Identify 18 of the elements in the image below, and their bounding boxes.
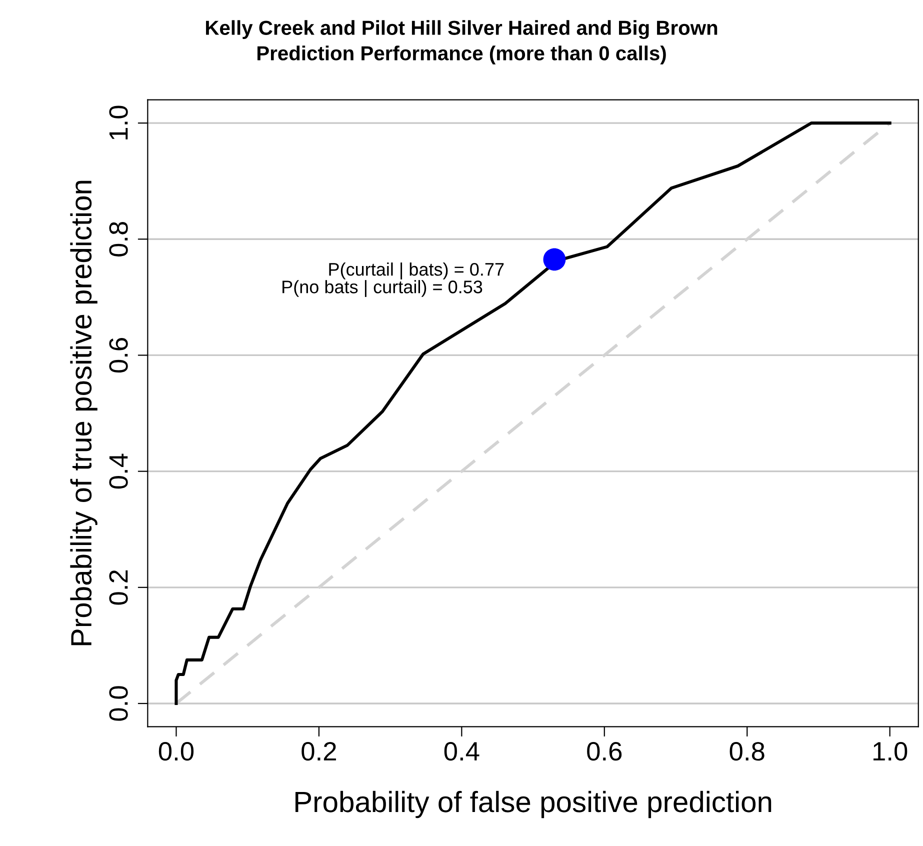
annotation: P(no bats | curtail) = 0.53 bbox=[282, 280, 482, 297]
x-axis-title: Probability of false positive prediction bbox=[295, 790, 772, 818]
x-tick-label: 0.4 bbox=[444, 742, 480, 761]
x-tick-label: 0.2 bbox=[302, 742, 336, 761]
chart-title: Kelly Creek and Pilot Hill Silver Haired and Big Brown bbox=[206, 20, 718, 40]
y-tick-label: 0.2 bbox=[109, 570, 128, 605]
x-tick-label: 0.0 bbox=[158, 742, 194, 761]
y-axis-title: Probability of true positive prediction bbox=[70, 180, 98, 646]
annotation: P(curtail | bats) = 0.77 bbox=[329, 262, 504, 280]
y-tick-label: 0.6 bbox=[109, 338, 128, 373]
x-tick-label: 0.8 bbox=[730, 742, 764, 761]
y-tick-label: 0.8 bbox=[109, 222, 128, 256]
x-tick-label: 1.0 bbox=[874, 742, 908, 761]
y-tick-label: 0.4 bbox=[109, 454, 128, 489]
y-tick-label: 1.0 bbox=[109, 106, 128, 140]
x-tick-label: 0.6 bbox=[587, 742, 622, 761]
chart-subtitle: Prediction Performance (more than 0 calls) bbox=[257, 46, 666, 64]
y-tick-label: 0.0 bbox=[109, 686, 128, 721]
